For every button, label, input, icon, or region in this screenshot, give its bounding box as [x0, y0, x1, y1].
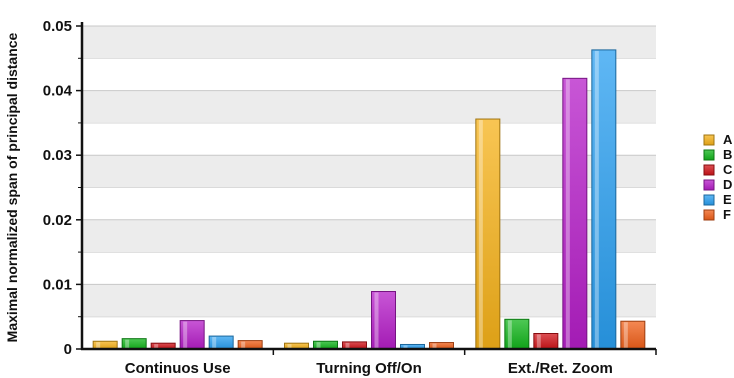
bar-highlight — [287, 344, 292, 348]
legend-label: E — [723, 192, 732, 207]
legend-swatch — [703, 134, 715, 146]
legend-label: B — [723, 147, 732, 162]
bar-highlight — [125, 339, 130, 348]
grid-band — [82, 90, 656, 123]
x-tick-label: Turning Off/On — [316, 360, 422, 377]
legend-label: C — [723, 162, 733, 177]
legend-swatch — [703, 179, 715, 191]
x-tick-label: Continuos Use — [125, 360, 231, 377]
legend-swatch — [703, 209, 715, 221]
bar-highlight — [403, 345, 408, 348]
bar-highlight — [623, 322, 628, 348]
legend-swatch — [703, 149, 715, 161]
grid-band — [82, 284, 656, 317]
y-tick-label: 0.03 — [43, 147, 72, 164]
legend-label: A — [723, 132, 733, 147]
bar-highlight — [212, 337, 217, 348]
grid-band — [82, 155, 656, 188]
legend-label: F — [723, 207, 731, 222]
bar-e-3 — [591, 49, 617, 350]
y-tick-label: 0.04 — [43, 83, 73, 100]
y-tick-label: 0.05 — [43, 18, 72, 35]
bar-highlight — [594, 50, 599, 348]
x-tick-label: Ext./Ret. Zoom — [508, 360, 613, 377]
bar-highlight — [183, 321, 188, 348]
grid-band — [82, 219, 656, 253]
y-tick-label: 0.02 — [43, 212, 72, 229]
bar-highlight — [154, 344, 159, 348]
bar-highlight — [241, 341, 246, 348]
axes: Continuos Use Turning Off/On Ext./Ret. Zoo… — [4, 18, 657, 377]
legend-swatch — [703, 194, 715, 206]
bar-highlight — [316, 342, 321, 348]
legend-label: D — [723, 177, 732, 192]
legend-swatch — [703, 164, 715, 176]
bar-highlight — [374, 292, 379, 348]
bar-highlight — [432, 343, 437, 348]
bar-d-1 — [179, 320, 205, 350]
y-tick-label: 0.01 — [43, 276, 72, 293]
bar-highlight — [345, 342, 350, 348]
bar-highlight — [565, 79, 570, 349]
y-axis-title: Maximal normalized span of principal dis… — [4, 32, 20, 342]
bars — [92, 49, 646, 350]
bar-highlight — [478, 120, 483, 348]
bar-b-3 — [504, 318, 530, 350]
bar-highlight — [507, 320, 512, 348]
y-tick-label: 0 — [64, 341, 72, 358]
bar-f-3 — [620, 320, 646, 350]
grid-band — [82, 26, 656, 59]
bar-d-2 — [371, 291, 396, 350]
bar-highlight — [536, 334, 541, 348]
bar-highlight — [96, 342, 101, 348]
grid — [82, 25, 656, 318]
